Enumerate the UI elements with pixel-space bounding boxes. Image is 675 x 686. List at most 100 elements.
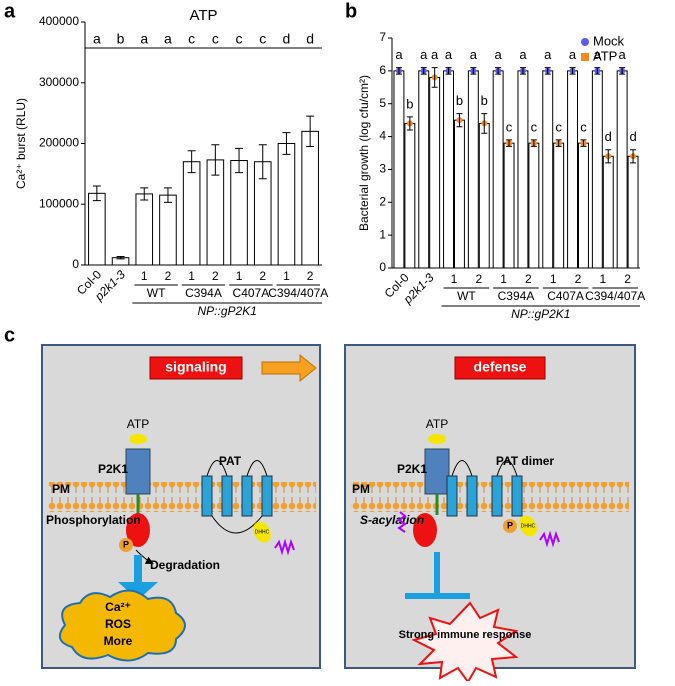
bar [567,70,579,269]
x-tick-label: 2 [475,272,482,286]
error-bar [594,67,601,75]
x-tick-label: 1 [599,272,606,286]
ligand: ATP [426,417,448,431]
y-tick-label: 0 [72,257,79,271]
output: Ca²⁺ [105,600,131,614]
y-tick-label: 2 [379,194,386,208]
error-bar [431,67,438,88]
significance-label: d [605,129,612,144]
construct-label: NP::gP2K1 [511,307,570,321]
error-bar [258,144,267,180]
bar [135,193,154,266]
error-bar [282,132,291,155]
bar [616,70,628,269]
group-label: WT [147,286,166,300]
bar [429,76,441,269]
legend-label: Mock [593,33,625,48]
significance-label: a [544,47,552,62]
significance-label: a [395,47,403,62]
bar [517,70,529,269]
ligand: ATP [127,417,149,431]
significance-label: c [259,31,266,47]
x-tick-label: 1 [500,272,507,286]
significance-label: a [420,47,428,62]
bar [467,70,479,269]
bar [404,122,416,269]
y-tick-label: 200000 [39,136,79,150]
error-bar [456,113,463,128]
significance-label: b [481,93,488,108]
significance-label: a [470,47,478,62]
error-bar [495,67,502,75]
significance-label: c [188,31,195,47]
group-label: C407A [233,286,270,300]
box-title: signaling [165,359,226,375]
bar [159,194,177,266]
arrow [261,353,317,383]
significance-label: a [93,31,101,47]
error-bar [506,139,513,147]
error-bar [163,187,172,203]
legend-marker [581,53,589,61]
y-tick-label: 3 [379,162,386,176]
significance-label: b [117,31,125,47]
x-tick-label: 2 [259,269,266,283]
significance-label: c [531,119,538,134]
bar [528,142,540,269]
y-tick-label: 1 [379,227,386,241]
significance-label: a [431,47,439,62]
y-tick-label: 0 [379,260,386,274]
phospho: P [507,520,513,530]
x-tick-label: 2 [165,269,172,283]
enzyme: PAT dimer [496,454,555,468]
x-tick-label: 1 [236,269,243,283]
error-bar [619,67,626,75]
y-axis-label: Bacterial growth (log cfu/cm²) [357,75,371,231]
error-bar [569,67,576,75]
group-label: C394A [185,286,222,300]
x-tick-label: 1 [188,269,195,283]
legend-marker [581,38,589,46]
x-tick-label: 2 [307,269,314,283]
dhhc: DHHC [255,529,270,535]
significance-label: a [495,47,503,62]
x-tick-label: 2 [525,272,532,286]
significance-label: d [306,31,314,47]
error-bar [544,67,551,75]
bar [553,142,565,269]
signaling-panel: signaling ATP P2K1 PM Phosphorylation P … [41,344,321,669]
error-bar [580,139,587,147]
group-label: WT [457,289,476,303]
legend-label: ATP [593,48,617,63]
significance-label: b [456,93,463,108]
bar [478,122,490,269]
group-label: C407A [547,289,584,303]
output: More [104,634,133,648]
error-bar [211,144,220,176]
error-bar [470,67,477,75]
bar [627,155,639,269]
error-bar [519,67,526,75]
bar [393,70,405,269]
bar [602,155,614,269]
output: Strong immune response [399,629,532,641]
panel-label: c [4,324,15,346]
error-bar [630,149,637,164]
significance-label: a [569,47,577,62]
significance-label: a [619,47,627,62]
significance-label: a [594,47,602,62]
y-tick-label: 6 [379,63,386,77]
modification: Phosphorylation [46,513,141,527]
modification: S-acylation [360,513,424,527]
error-bar [481,113,488,134]
significance-label: d [283,31,291,47]
group-label: C394/407A [268,286,328,300]
error-bar [306,115,315,148]
bar [182,161,201,266]
error-bar [530,139,537,147]
error-bar [605,149,612,164]
bar [443,70,454,269]
bar [301,130,319,266]
y-tick-label: 4 [379,129,386,143]
panel-label: a [4,0,16,22]
